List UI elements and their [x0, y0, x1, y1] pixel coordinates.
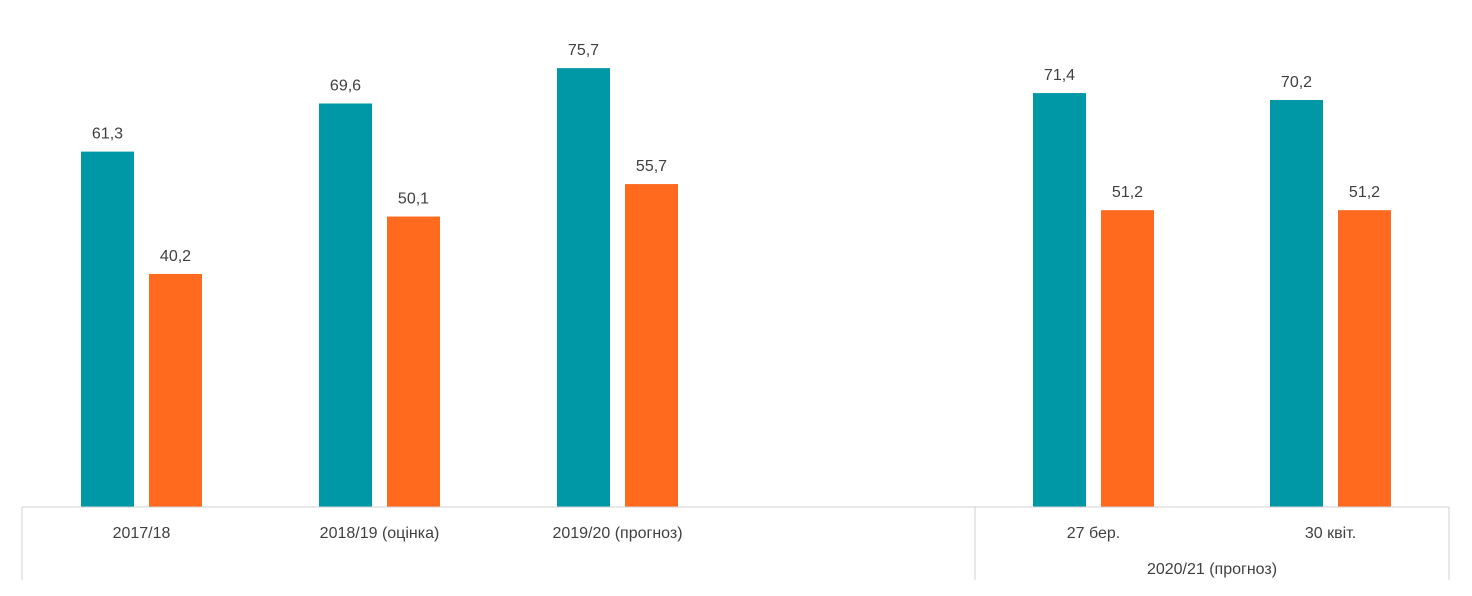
- data-label-s1-c2: 69,6: [330, 77, 361, 94]
- bar-s1-c5: [1270, 100, 1323, 507]
- bar-s1-c4: [1033, 93, 1086, 508]
- category-label-3: 2019/20 (прогноз): [552, 525, 682, 542]
- bar-s2-c5: [1338, 210, 1391, 507]
- category-label-1: 2017/18: [113, 525, 171, 542]
- category-label-4: 27 бер.: [1067, 525, 1120, 542]
- bars-layer: [81, 68, 1391, 508]
- data-label-s2-c4: 51,2: [1112, 184, 1143, 201]
- data-label-s1-c3: 75,7: [568, 42, 599, 59]
- bar-s1-c3: [557, 68, 610, 507]
- bar-s1-c2: [319, 103, 372, 507]
- data-label-s2-c3: 55,7: [636, 158, 667, 175]
- data-labels-layer: 61,3 69,6 75,7 71,4 70,2 40,2 50,1 55,7 51,2 51,2: [92, 42, 1380, 265]
- category-label-2: 2018/19 (оцінка): [320, 525, 440, 542]
- data-label-s2-c5: 51,2: [1349, 184, 1380, 201]
- bar-s2-c1: [149, 273, 202, 507]
- data-label-s1-c1: 61,3: [92, 126, 123, 143]
- data-label-s1-c4: 71,4: [1044, 67, 1075, 84]
- data-label-s2-c2: 50,1: [398, 191, 429, 208]
- bar-s1-c1: [81, 151, 134, 507]
- category-label-5: 30 квіт.: [1305, 525, 1356, 542]
- category-axis: 2017/18 2018/19 (оцінка) 2019/20 (прогноз)…: [21, 506, 1450, 580]
- bar-s2-c3: [625, 184, 678, 507]
- bar-s2-c2: [387, 216, 440, 507]
- data-label-s1-c5: 70,2: [1281, 74, 1312, 91]
- bar-s2-c4: [1101, 210, 1154, 507]
- data-label-s2-c1: 40,2: [160, 248, 191, 265]
- group-label-2: 2020/21 (прогноз): [1147, 561, 1277, 578]
